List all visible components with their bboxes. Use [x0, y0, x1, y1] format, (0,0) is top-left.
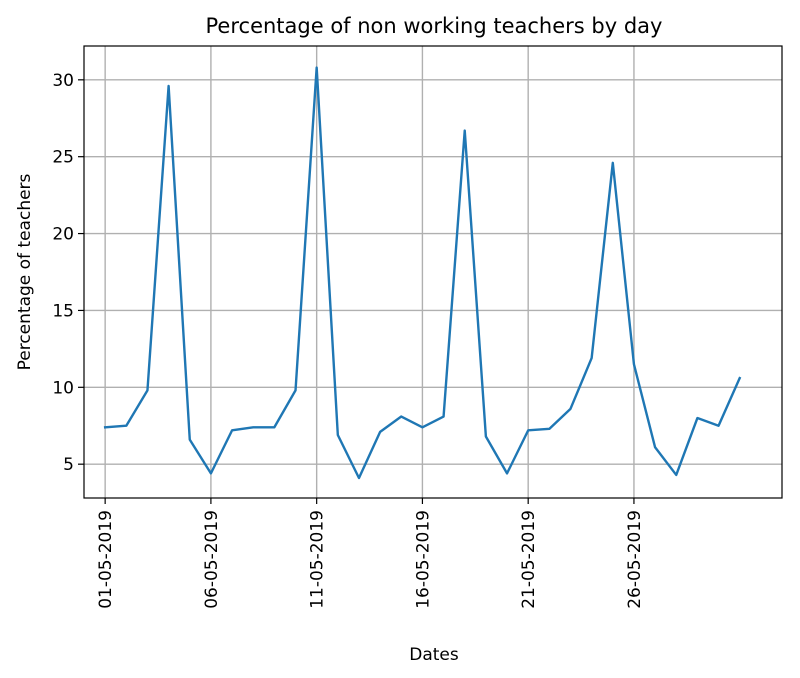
- x-tick-label: 01-05-2019: [96, 510, 116, 609]
- series-line: [103, 66, 742, 480]
- y-tick-label: 25: [52, 148, 74, 168]
- axes: [83, 45, 783, 499]
- x-tick-label: 21-05-2019: [519, 510, 539, 609]
- y-tick-label: 10: [52, 378, 74, 398]
- y-axis-label: Percentage of teachers: [15, 173, 35, 370]
- grid: [84, 46, 782, 498]
- y-tick-label: 20: [52, 225, 74, 245]
- plot-area: [103, 66, 742, 480]
- x-axis-ticks: 01-05-2019 06-05-2019 11-05-2019 16-05-2019…: [96, 498, 645, 609]
- x-axis-label: Dates: [409, 645, 459, 665]
- y-tick-label: 15: [52, 301, 74, 321]
- plot-frame: [83, 45, 783, 499]
- x-tick-label: 26-05-2019: [625, 510, 645, 609]
- chart-title: Percentage of non working teachers by da…: [206, 14, 663, 38]
- y-tick-label: 5: [63, 455, 74, 475]
- x-tick-label: 16-05-2019: [413, 510, 433, 609]
- x-tick-label: 06-05-2019: [202, 510, 222, 609]
- y-axis-ticks: 5 10 15 20 25 30: [52, 71, 84, 475]
- y-tick-label: 30: [52, 71, 74, 91]
- x-tick-label: 11-05-2019: [308, 510, 328, 609]
